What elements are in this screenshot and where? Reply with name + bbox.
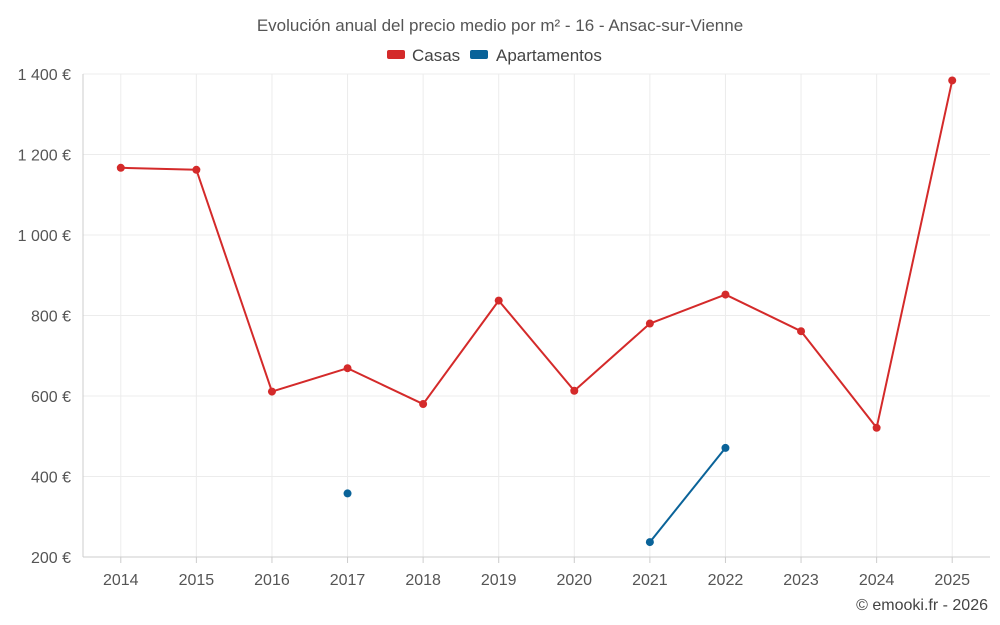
- data-point-casas[interactable]: [343, 364, 352, 373]
- data-point-apartamentos[interactable]: [721, 443, 730, 452]
- series-apartamentos: [343, 443, 730, 547]
- y-tick-label: 800 €: [31, 309, 71, 326]
- series-line-casas: [120, 80, 954, 429]
- x-tick-label: 2020: [556, 572, 592, 589]
- y-tick-label: 1 200 €: [18, 148, 71, 165]
- y-tick-label: 200 €: [31, 550, 71, 567]
- x-tick-label: 2014: [103, 572, 139, 589]
- data-point-casas[interactable]: [645, 319, 654, 328]
- data-point-casas[interactable]: [116, 163, 125, 172]
- series-line-apartamentos: [649, 447, 727, 543]
- credit-text: © emooki.fr - 2026: [856, 597, 988, 614]
- legend: Casas Apartamentos: [387, 46, 602, 65]
- data-point-casas[interactable]: [721, 290, 730, 299]
- x-tick-labels: 2014 2015 2016 2017 2018 2019 2020 2021 2022 2023…: [103, 572, 970, 589]
- data-point-casas[interactable]: [948, 76, 957, 85]
- data-point-casas[interactable]: [192, 165, 201, 174]
- series-casas: [116, 76, 957, 432]
- y-tick-label: 1 000 €: [18, 228, 71, 245]
- axes: [82, 74, 990, 563]
- y-tick-labels: 200 € 400 € 600 € 800 € 1 000 € 1 200 € 1 400 …: [18, 67, 71, 567]
- x-tick-label: 2019: [481, 572, 517, 589]
- legend-swatch-apartamentos: [470, 50, 488, 59]
- data-point-casas[interactable]: [494, 296, 503, 305]
- x-tick-label: 2022: [708, 572, 744, 589]
- x-tick-label: 2017: [330, 572, 366, 589]
- data-point-casas[interactable]: [419, 400, 428, 409]
- y-tick-label: 600 €: [31, 389, 71, 406]
- x-tick-label: 2016: [254, 572, 290, 589]
- x-tick-label: 2015: [179, 572, 215, 589]
- legend-swatch-casas: [387, 50, 405, 59]
- x-tick-label: 2025: [934, 572, 970, 589]
- data-point-casas[interactable]: [570, 386, 579, 395]
- data-point-apartamentos[interactable]: [645, 538, 654, 547]
- legend-item-apartamentos[interactable]: Apartamentos: [470, 46, 602, 65]
- data-point-casas[interactable]: [267, 387, 276, 396]
- legend-label-casas: Casas: [412, 46, 460, 65]
- data-point-casas[interactable]: [797, 327, 806, 336]
- x-tick-label: 2023: [783, 572, 819, 589]
- legend-item-casas[interactable]: Casas: [387, 46, 460, 65]
- x-tick-label: 2018: [405, 572, 441, 589]
- y-tick-label: 400 €: [31, 470, 71, 487]
- y-tick-label: 1 400 €: [18, 67, 71, 84]
- series: [116, 76, 957, 547]
- gridlines: [83, 73, 990, 557]
- legend-label-apartamentos: Apartamentos: [496, 46, 602, 65]
- x-tick-label: 2021: [632, 572, 668, 589]
- chart-title: Evolución anual del precio medio por m² …: [257, 16, 743, 35]
- data-point-apartamentos[interactable]: [343, 489, 352, 498]
- x-tick-label: 2024: [859, 572, 895, 589]
- data-point-casas[interactable]: [872, 423, 881, 432]
